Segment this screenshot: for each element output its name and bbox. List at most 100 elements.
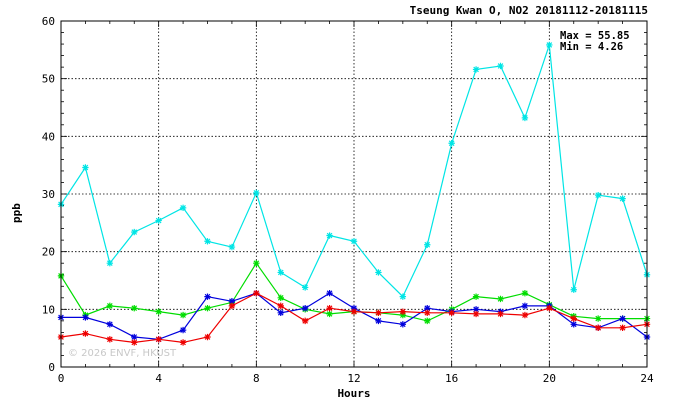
data-point: [228, 302, 236, 310]
x-tick-label: 0: [58, 372, 65, 385]
data-point: [326, 232, 333, 239]
x-tick-label: 12: [347, 372, 360, 385]
data-point: [106, 321, 114, 328]
data-point: [179, 311, 187, 319]
data-point: [326, 304, 333, 312]
data-point: [375, 309, 382, 316]
axis-ticks: 0 4 8 12 16 20 24 0 10 20 30 40 50 60: [42, 15, 654, 385]
data-point: [131, 333, 138, 341]
data-point: [375, 269, 382, 276]
data-point: [497, 310, 504, 318]
data-point: [399, 311, 407, 319]
data-point: [179, 326, 187, 334]
data-point: [619, 324, 626, 331]
data-point: [204, 293, 211, 300]
series-line: [60, 292, 648, 344]
max-stat: Max = 55.85: [560, 30, 630, 42]
y-tick-label: 50: [42, 73, 55, 86]
data-point: [424, 317, 431, 325]
data-point: [350, 308, 358, 315]
data-point: [472, 306, 480, 313]
data-point: [277, 294, 284, 301]
data-point: [131, 339, 138, 346]
data-point: [424, 241, 431, 248]
data-point: [546, 41, 553, 49]
data-point: [521, 114, 529, 122]
data-point: [448, 309, 455, 316]
data-point: [106, 336, 114, 343]
y-axis-label: ppb: [10, 203, 23, 223]
data-point: [424, 304, 431, 312]
data-point: [277, 309, 284, 316]
data-point: [301, 284, 309, 291]
data-point: [594, 324, 602, 331]
data-point: [204, 238, 211, 245]
y-tick-label: 0: [48, 361, 55, 374]
data-point: [399, 308, 407, 315]
y-tick-label: 10: [42, 303, 55, 316]
data-point: [228, 243, 236, 251]
x-tick-label: 20: [543, 372, 556, 385]
data-point: [106, 260, 114, 267]
data-point: [82, 330, 89, 337]
data-point: [204, 304, 211, 312]
data-point: [472, 310, 480, 318]
data-point: [521, 289, 529, 297]
chart-title: Tseung Kwan O, NO2 20181112-20181115: [410, 4, 648, 17]
data-point: [472, 66, 480, 73]
data-point: [106, 302, 114, 310]
x-tick-label: 16: [445, 372, 458, 385]
data-point: [179, 204, 187, 212]
data-point: [277, 269, 284, 276]
data-point: [619, 195, 626, 202]
data-point: [326, 289, 333, 297]
data-point: [619, 315, 626, 322]
data-point: [253, 289, 260, 297]
data-point: [448, 140, 455, 147]
data-point: [82, 314, 89, 321]
series-line: [60, 44, 648, 298]
x-axis-label: Hours: [337, 387, 370, 400]
data-point: [399, 321, 407, 328]
data-point: [228, 298, 236, 305]
data-point: [594, 191, 602, 199]
y-tick-label: 60: [42, 15, 55, 28]
data-point: [131, 304, 138, 312]
data-point: [253, 189, 260, 197]
plot-frame: [60, 20, 648, 368]
data-point: [424, 309, 431, 316]
data-point: [277, 302, 284, 310]
data-point: [350, 238, 358, 245]
data-point: [179, 339, 187, 346]
data-point: [497, 295, 504, 303]
data-point: [131, 228, 138, 236]
data-point: [570, 321, 577, 328]
data-point: [155, 336, 162, 343]
x-tick-label: 4: [155, 372, 162, 385]
data-point: [570, 286, 577, 293]
min-stat: Min = 4.26: [560, 41, 623, 53]
data-point: [155, 217, 162, 224]
data-point: [570, 315, 577, 322]
grid-lines: [61, 21, 647, 367]
data-point: [472, 293, 480, 300]
series-0: [57, 41, 651, 300]
watermark: © 2026 ENVF, HKUST: [68, 348, 177, 359]
x-tick-label: 24: [640, 372, 654, 385]
data-point: [521, 302, 529, 310]
data-point: [301, 317, 309, 325]
data-point: [521, 311, 529, 319]
data-point: [594, 315, 602, 322]
data-point: [253, 260, 260, 267]
data-point: [497, 62, 504, 70]
y-tick-label: 40: [42, 130, 55, 143]
data-point: [301, 304, 309, 312]
data-point: [546, 304, 553, 312]
data-point: [204, 333, 211, 341]
data-point: [350, 304, 358, 312]
x-tick-label: 8: [253, 372, 260, 385]
data-point: [82, 164, 89, 171]
data-point: [155, 308, 162, 315]
y-tick-label: 30: [42, 188, 55, 201]
